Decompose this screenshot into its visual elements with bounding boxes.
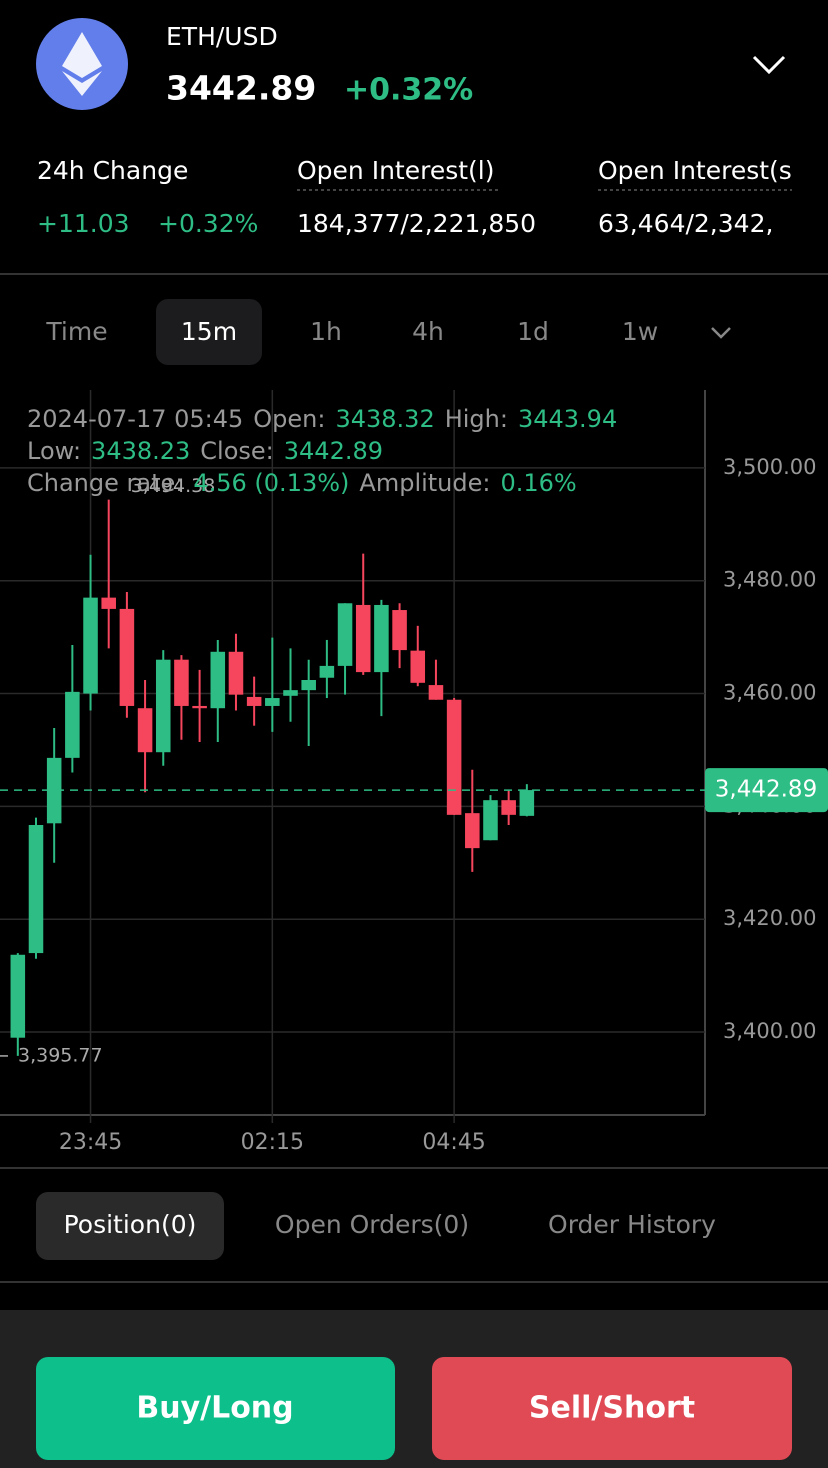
mask: [0, 260, 828, 300]
info-amplitude-label: Amplitude:: [359, 469, 490, 497]
candles: [10, 499, 535, 1056]
info-change: 4.56 (0.13%): [193, 469, 349, 497]
candle-body: [283, 690, 298, 696]
stat-value: +0.32%: [158, 209, 258, 238]
tab[interactable]: Open Orders(0): [275, 1210, 469, 1239]
candle-body: [319, 665, 335, 678]
candle-body: [10, 954, 26, 1038]
candle-body: [83, 597, 98, 694]
candle-body: [65, 691, 80, 758]
tab-active: [36, 1192, 224, 1260]
timeframe[interactable]: 1h: [310, 317, 342, 346]
x-tick-label: 04:45: [422, 1130, 485, 1155]
timeframe[interactable]: Time: [45, 317, 107, 346]
candle-body: [301, 680, 316, 691]
candle-body: [483, 800, 498, 841]
info-high-label: High:: [445, 405, 508, 433]
min-marker: 3,395.77: [18, 1044, 103, 1066]
candle-body: [246, 696, 262, 706]
info-low: 3438.23: [91, 437, 190, 465]
stat-value: +11.03: [37, 209, 130, 238]
x-tick-label: 23:45: [59, 1130, 122, 1155]
info-time: 2024-07-17 05:45: [27, 405, 243, 433]
price: 3442.89: [166, 69, 316, 108]
last-price-label: 3,442.89: [715, 777, 817, 803]
candle-body: [446, 699, 462, 815]
candle-body: [355, 604, 371, 673]
candle-body: [46, 757, 62, 824]
candle-body: [155, 659, 171, 753]
candle-body: [465, 813, 480, 849]
y-tick-label: 3,500.00: [723, 455, 817, 479]
stat-value: 63,464/2,342,: [598, 209, 773, 238]
sell-button[interactable]: [432, 1357, 792, 1460]
candle-body: [101, 597, 116, 609]
ohlc-info: 2024-07-17 05:45 Open: 3438.32 High: 3443.94…: [27, 405, 617, 497]
info-low-label: Low:: [27, 437, 81, 465]
candle-body: [392, 610, 407, 651]
pair: ETH/USD: [166, 22, 278, 51]
y-tick-label: 3,480.00: [723, 568, 817, 592]
timeframe-active: [156, 299, 262, 365]
y-tick-label: 3,460.00: [723, 681, 817, 705]
candle-body: [265, 698, 280, 706]
candle-body: [228, 651, 244, 695]
buy-button[interactable]: [36, 1357, 395, 1460]
y-tick-label: 3,400.00: [723, 1019, 817, 1043]
last-price-tag: [705, 768, 828, 813]
buy-label: Buy/Long: [136, 1391, 293, 1426]
more-timeframes[interactable]: [711, 327, 731, 339]
candle-body: [501, 800, 516, 815]
max-marker: 3,494.38: [131, 475, 216, 497]
tab[interactable]: Position(0): [64, 1210, 197, 1239]
stat-label: 24h Change: [37, 156, 188, 185]
info-close-label: Close:: [200, 437, 273, 465]
candle-body: [374, 604, 389, 673]
tab[interactable]: Order History: [548, 1210, 716, 1239]
timeframe[interactable]: 15m: [181, 317, 237, 346]
sell-label: Sell/Short: [529, 1391, 695, 1426]
timeframe[interactable]: 4h: [412, 317, 444, 346]
info-high: 3443.94: [518, 405, 617, 433]
y-tick-label: 3,420.00: [723, 906, 817, 930]
info-amplitude: 0.16%: [500, 469, 576, 497]
info-change-label: Change rate:: [27, 469, 183, 497]
timeframe[interactable]: 1w: [622, 317, 658, 346]
candle-body: [519, 790, 535, 816]
stat-value: 184,377/2,221,850: [297, 209, 536, 238]
dropdown[interactable]: [752, 55, 786, 75]
stat-label[interactable]: Open Interest(l): [297, 156, 495, 185]
info-open: 3438.32: [335, 405, 434, 433]
stat-label[interactable]: Open Interest(s: [598, 156, 792, 185]
candle-body: [119, 608, 135, 706]
eth-icon: [62, 32, 102, 96]
timeframe[interactable]: 1d: [517, 317, 549, 346]
candle-body: [428, 685, 444, 700]
fade: [792, 150, 828, 250]
candle-body: [28, 825, 44, 954]
candle-body: [210, 651, 226, 709]
x-tick-label: 02:15: [241, 1130, 304, 1155]
info-close: 3442.89: [284, 437, 383, 465]
change: +0.32%: [344, 73, 473, 108]
candle-body: [337, 603, 353, 666]
candle-body: [192, 705, 207, 709]
candle-body: [174, 659, 189, 706]
candle-body: [137, 708, 153, 753]
candle-body: [410, 650, 426, 683]
info-open-label: Open:: [253, 405, 325, 433]
